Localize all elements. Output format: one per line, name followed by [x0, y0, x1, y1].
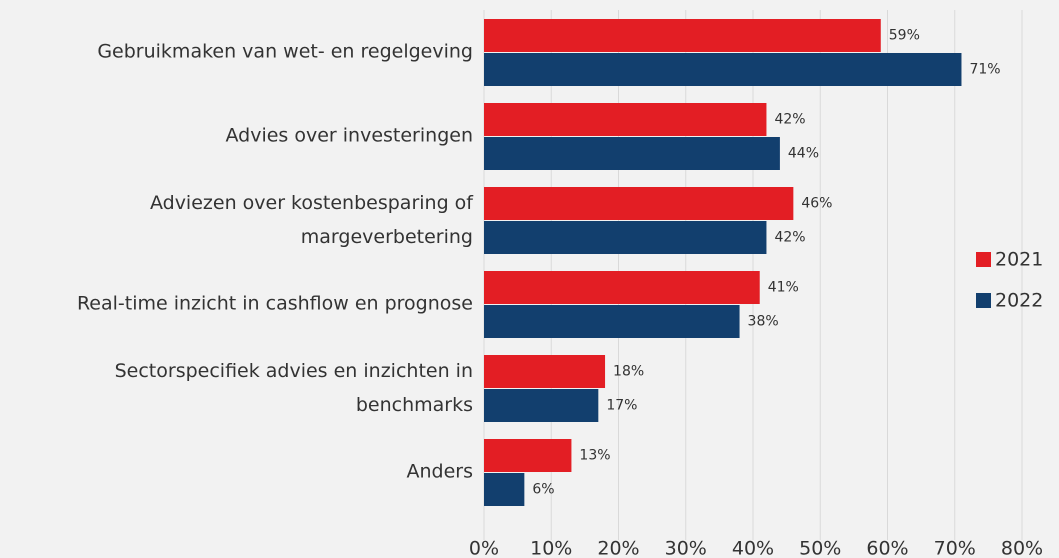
data-label: 17% [606, 398, 637, 414]
x-tick-label: 10% [530, 538, 572, 558]
data-label: 71% [969, 62, 1000, 78]
x-tick-label: 40% [732, 538, 774, 558]
legend-label: 2021 [995, 249, 1043, 271]
bar [484, 271, 760, 304]
category-label: Real-time inzicht in cashflow en prognos… [77, 293, 473, 315]
category-label: Adviezen over kostenbesparing of margever… [150, 192, 474, 248]
data-label: 18% [613, 364, 644, 380]
data-label: 38% [748, 314, 779, 330]
bar [484, 305, 740, 338]
category-label: Advies over investeringen [225, 125, 473, 147]
legend-swatch [976, 252, 991, 267]
x-tick-label: 20% [597, 538, 639, 558]
category-label: Anders [407, 461, 474, 483]
legend-label: 2022 [995, 290, 1043, 312]
x-tick-label: 70% [934, 538, 976, 558]
bar [484, 389, 599, 422]
bar [484, 439, 572, 472]
x-tick-label: 50% [799, 538, 841, 558]
bar [484, 103, 767, 136]
bar [484, 473, 525, 506]
x-tick-label: 80% [1001, 538, 1043, 558]
data-label: 41% [768, 280, 799, 296]
bar [484, 19, 881, 52]
category-label: Gebruikmaken van wet- en regelgeving [97, 41, 473, 63]
x-tick-label: 30% [665, 538, 707, 558]
legend-swatch [976, 293, 991, 308]
data-label: 42% [774, 230, 805, 246]
x-tick-label: 0% [469, 538, 499, 558]
bar [484, 187, 794, 220]
data-label: 13% [579, 448, 610, 464]
category-label: Sectorspecifiek advies en inzichten in be… [115, 360, 473, 416]
bar [484, 53, 962, 86]
data-label: 59% [889, 28, 920, 44]
data-label: 42% [774, 112, 805, 128]
x-tick-label: 60% [866, 538, 908, 558]
data-label: 44% [788, 146, 819, 162]
bar [484, 355, 606, 388]
bar [484, 221, 767, 254]
bar [484, 137, 780, 170]
data-label: 6% [532, 482, 554, 498]
data-label: 46% [801, 196, 832, 212]
